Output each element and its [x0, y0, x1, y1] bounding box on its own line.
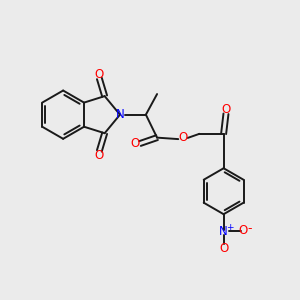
Text: O: O — [95, 68, 104, 81]
Text: O: O — [131, 137, 140, 150]
Text: -: - — [248, 222, 252, 235]
Text: O: O — [179, 130, 188, 143]
Text: O: O — [221, 103, 231, 116]
Text: N: N — [219, 225, 228, 239]
Text: +: + — [226, 223, 233, 232]
Text: O: O — [219, 242, 228, 255]
Text: O: O — [238, 224, 248, 238]
Text: O: O — [95, 148, 104, 161]
Text: N: N — [116, 108, 124, 121]
